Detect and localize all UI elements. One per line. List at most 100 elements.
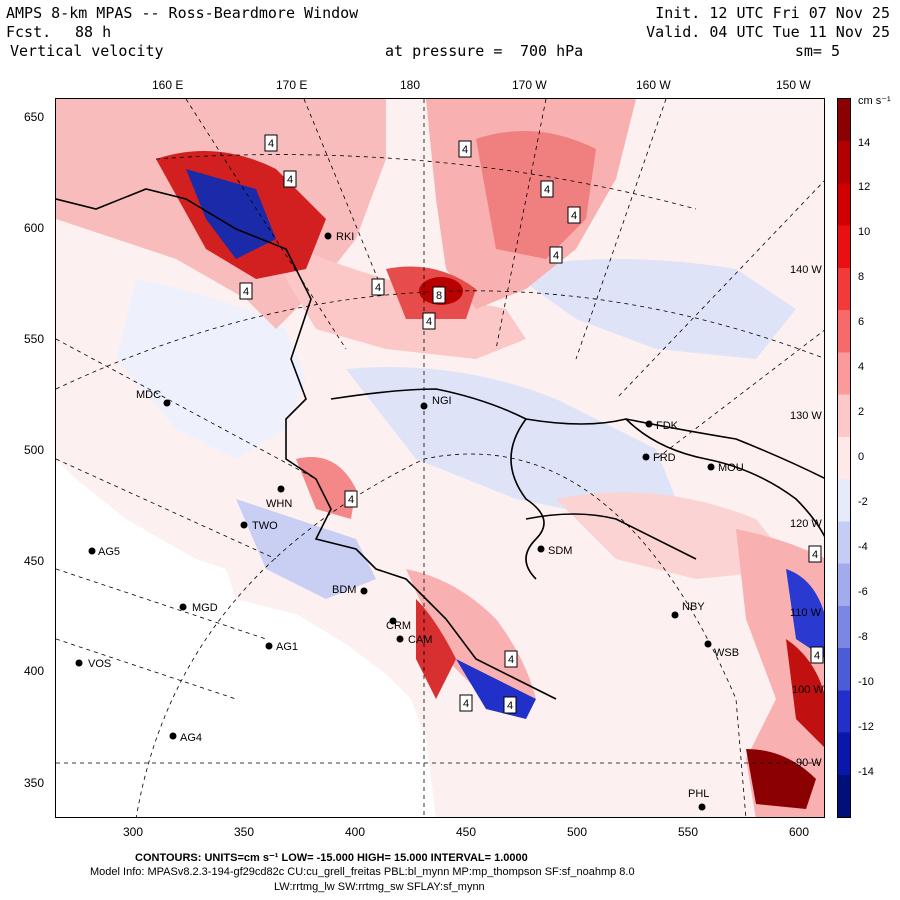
station-label: WSB bbox=[714, 647, 739, 659]
coastline bbox=[56, 188, 824, 700]
contour-label: 4 bbox=[814, 650, 820, 662]
no-data-region bbox=[56, 459, 436, 817]
contour-label: 4 bbox=[462, 144, 468, 156]
colorbar-label: 14 bbox=[858, 137, 871, 149]
colorbar-label: 12 bbox=[858, 181, 871, 193]
station-label: CAM bbox=[408, 634, 432, 646]
shade-red bbox=[406, 569, 536, 699]
map-canvas[interactable]: 4 4 4 4 4 4 4 4 8 4 4 4 4 4 4 4 140 W 13… bbox=[56, 99, 825, 818]
inner-lon-label: 140 W bbox=[790, 264, 822, 276]
contours-info: CONTOURS: UNITS=cm s⁻¹ LOW= -15.000 HIGH… bbox=[135, 852, 528, 864]
y-tick: 500 bbox=[24, 443, 45, 457]
contour-label: 4 bbox=[544, 184, 550, 196]
colorbar-label: 4 bbox=[858, 361, 865, 373]
station-label: TWO bbox=[252, 520, 278, 532]
colorbar-label: -8 bbox=[858, 631, 868, 643]
contour-label: 4 bbox=[553, 250, 559, 262]
x-tick: 350 bbox=[234, 825, 255, 839]
shade-red bbox=[476, 131, 596, 259]
valid-time: Valid. 04 UTC Tue 11 Nov 25 bbox=[646, 23, 890, 41]
contour-label: 4 bbox=[243, 286, 249, 298]
station-label: NBY bbox=[682, 601, 705, 613]
colorbar-label: -6 bbox=[858, 586, 868, 598]
model-info: Model Info: MPASv8.2.3-194-gf29cd82c CU:… bbox=[90, 866, 635, 878]
colorbar-label: -10 bbox=[858, 676, 874, 688]
inner-lon-label: 120 W bbox=[790, 518, 822, 530]
colorbar-units: cm s⁻¹ bbox=[858, 95, 891, 107]
colorbar-label: -12 bbox=[858, 721, 874, 733]
contour-label: 4 bbox=[812, 549, 818, 561]
colorbar-label: 8 bbox=[858, 271, 865, 283]
level-label: at pressure = bbox=[385, 42, 503, 60]
station-label: RKI bbox=[336, 231, 354, 243]
inner-lon-label: 100 W bbox=[792, 684, 824, 696]
inner-lon-label: 90 W bbox=[796, 757, 822, 769]
station-label: AG4 bbox=[180, 732, 202, 744]
top-lon-tick: 160 W bbox=[636, 78, 671, 92]
top-lon-tick: 150 W bbox=[776, 78, 811, 92]
colorbar-label: -14 bbox=[858, 766, 874, 778]
x-tick: 550 bbox=[678, 825, 699, 839]
top-lon-tick: 170 E bbox=[276, 78, 308, 92]
station-label: FRD bbox=[653, 452, 676, 464]
station-label: PHL bbox=[688, 788, 709, 800]
station-label: AG1 bbox=[276, 641, 298, 653]
y-tick: 400 bbox=[24, 664, 45, 678]
top-lon-tick: 170 W bbox=[512, 78, 547, 92]
map-panel[interactable]: 4 4 4 4 4 4 4 4 8 4 4 4 4 4 4 4 140 W 13… bbox=[55, 98, 825, 818]
station-label: NGI bbox=[432, 395, 452, 407]
contour-label: 4 bbox=[287, 174, 293, 186]
station-label: MOU bbox=[718, 462, 744, 474]
shade-blue bbox=[236, 499, 376, 599]
y-tick: 350 bbox=[24, 776, 45, 790]
inner-lon-label: 110 W bbox=[790, 607, 822, 619]
shade-blue bbox=[346, 367, 676, 519]
contour-label: 8 bbox=[436, 290, 442, 302]
colorbar-label: 2 bbox=[858, 406, 865, 418]
forecast-label: Fcst. bbox=[6, 23, 52, 41]
y-tick: 600 bbox=[24, 221, 45, 235]
x-tick: 400 bbox=[345, 825, 366, 839]
contour-label: 4 bbox=[375, 282, 381, 294]
x-tick: 500 bbox=[567, 825, 588, 839]
y-tick: 650 bbox=[24, 110, 45, 124]
model-info-2: LW:rrtmg_lw SW:rrtmg_sw SFLAY:sf_mynn bbox=[274, 881, 485, 893]
level-value: 700 hPa bbox=[520, 42, 584, 60]
y-tick: 550 bbox=[24, 332, 45, 346]
shade-blue bbox=[116, 279, 306, 459]
station-label: CRM bbox=[386, 620, 411, 632]
station-label: BDM bbox=[332, 584, 356, 596]
colorbar-label: 0 bbox=[858, 451, 865, 463]
x-tick: 600 bbox=[789, 825, 810, 839]
shade-red bbox=[416, 599, 456, 699]
x-tick: 450 bbox=[456, 825, 477, 839]
station-label: SDM bbox=[548, 545, 572, 557]
stations: MDC NGI FDK FRD MOU WHN TWO AG5 SDM MGD … bbox=[75, 231, 744, 811]
shade-red bbox=[256, 229, 526, 359]
contour-label: 4 bbox=[268, 138, 274, 150]
contour-label: 4 bbox=[348, 494, 354, 506]
contour-label: 4 bbox=[463, 698, 469, 710]
inner-lon-labels: 140 W 130 W 120 W 110 W 100 W 90 W bbox=[790, 264, 824, 769]
shade-red-core bbox=[746, 749, 816, 809]
contour-label: 4 bbox=[426, 316, 432, 328]
colorbar-label: -2 bbox=[858, 496, 868, 508]
shade-blue bbox=[506, 259, 796, 359]
shade-red bbox=[296, 457, 356, 519]
shade-blue-core bbox=[786, 569, 824, 658]
station-label: WHN bbox=[266, 498, 292, 510]
station-label: FDK bbox=[656, 420, 679, 432]
x-tick: 300 bbox=[123, 825, 144, 839]
map-title: AMPS 8-km MPAS -- Ross-Beardmore Window bbox=[6, 4, 359, 22]
contour-label: 4 bbox=[571, 210, 577, 222]
contour-label: 4 bbox=[508, 654, 514, 666]
contour-label: 4 bbox=[507, 700, 513, 712]
colorbar-label: 6 bbox=[858, 316, 865, 328]
station-label: AG5 bbox=[98, 546, 120, 558]
field-name: Vertical velocity bbox=[10, 42, 164, 60]
forecast-hours: 88 h bbox=[75, 23, 112, 41]
smoothing: sm= 5 bbox=[794, 42, 840, 60]
top-lon-tick: 160 E bbox=[152, 78, 184, 92]
shade-red-core bbox=[786, 639, 824, 747]
inner-lon-label: 130 W bbox=[790, 410, 822, 422]
